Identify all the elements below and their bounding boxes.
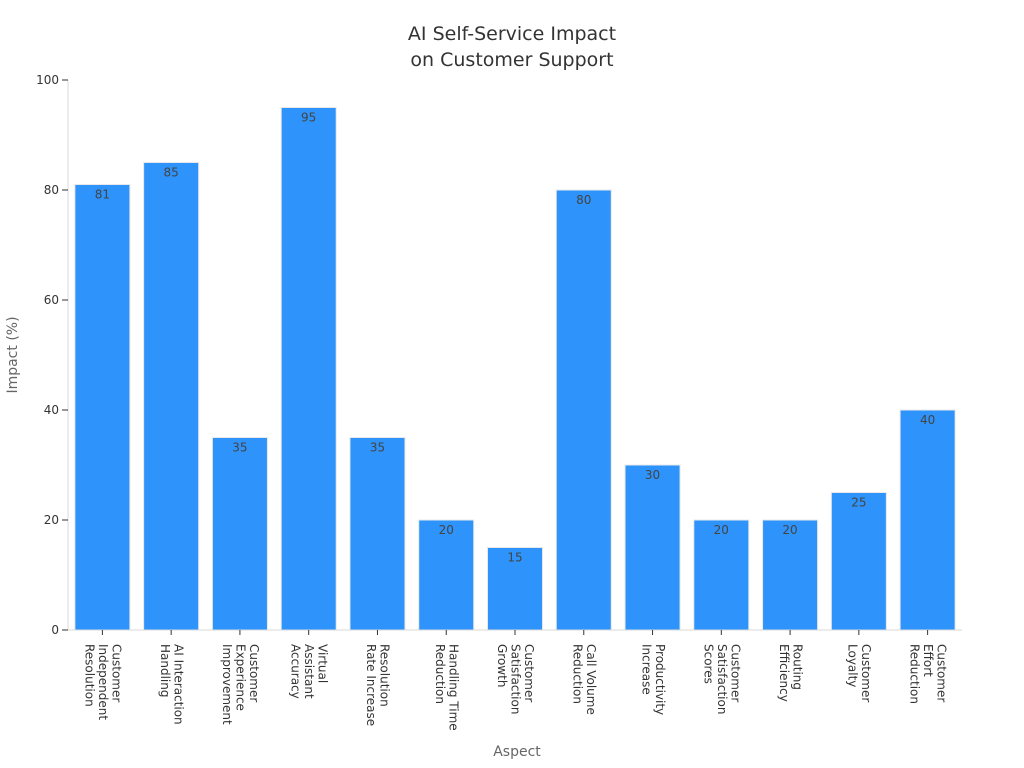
x-tick-label-line: Customer <box>247 644 261 702</box>
x-tick-label-line: Independent <box>96 644 110 720</box>
chart-title-line-1: AI Self-Service Impact <box>408 23 616 45</box>
x-tick-label-line: Reduction <box>433 644 447 704</box>
x-tick-label-line: Assistant <box>302 644 316 699</box>
bar-value-label: 30 <box>645 468 660 482</box>
bar <box>486 547 544 631</box>
x-tick-label-line: Resolution <box>82 644 96 707</box>
x-tick-label-line: Productivity <box>653 644 667 715</box>
bar <box>349 437 406 631</box>
bar <box>830 492 887 631</box>
bar <box>899 409 956 631</box>
x-tick-label-line: Handling <box>158 644 172 698</box>
bar-value-label: 20 <box>782 523 797 537</box>
x-tick-label-line: Satisfaction <box>715 644 729 714</box>
x-tick-label-line: Customer <box>522 644 536 702</box>
bar-value-label: 81 <box>95 188 110 202</box>
y-tick-label: 0 <box>51 623 59 637</box>
y-axis-title: Impact (%) <box>5 316 21 393</box>
bar-value-label: 95 <box>301 111 316 125</box>
x-tick-label-line: Customer <box>859 644 873 702</box>
x-tick-label-line: Growth <box>495 644 509 687</box>
x-axis-title: Aspect <box>493 744 541 760</box>
x-tick-label-line: Improvement <box>220 644 234 725</box>
bar <box>280 107 337 631</box>
bar <box>624 464 681 631</box>
x-tick-label-line: Efficiency <box>777 644 791 702</box>
bar-value-label: 20 <box>714 523 729 537</box>
chart-title-line-2: on Customer Support <box>410 49 613 71</box>
x-tick-label-line: Customer <box>728 644 742 702</box>
bar-value-label: 20 <box>439 523 454 537</box>
y-tick-label: 40 <box>44 403 59 417</box>
bar <box>693 519 750 631</box>
chart-title: AI Self-Service Impact on Customer Suppo… <box>408 23 616 71</box>
x-tick-label-line: Scores <box>701 644 715 684</box>
x-tick-label-line: Handling Time <box>446 644 460 731</box>
bar <box>143 162 200 631</box>
bar-value-label: 15 <box>507 551 522 565</box>
x-tick-label-line: Customer <box>109 644 123 702</box>
bar <box>211 437 268 631</box>
x-tick-label-line: Routing <box>790 644 804 690</box>
bar-value-label: 35 <box>232 441 247 455</box>
x-tick-label-line: Satisfaction <box>509 644 523 714</box>
bar-value-label: 80 <box>576 193 591 207</box>
x-tick-label-line: AI Interaction <box>171 644 185 725</box>
bar-value-label: 35 <box>370 441 385 455</box>
x-tick-label-line: Effort <box>921 644 935 677</box>
x-tick-label-line: Call Volume <box>584 644 598 715</box>
bar-value-label: 85 <box>164 166 179 180</box>
y-tick-label: 100 <box>36 73 59 87</box>
bar-value-label: 25 <box>851 496 866 510</box>
x-tick-label-line: Increase <box>639 644 653 695</box>
bar <box>762 519 819 631</box>
x-tick-label-line: Accuracy <box>289 644 303 699</box>
y-axis: 0 20 40 60 80 100 <box>36 73 69 637</box>
bar <box>74 184 131 631</box>
x-tick-label-line: Loyalty <box>846 644 860 687</box>
y-tick-label: 60 <box>44 293 59 307</box>
x-tick-label-line: Rate Increase <box>364 644 378 726</box>
bar-value-label: 40 <box>920 413 935 427</box>
y-tick-label: 20 <box>44 513 59 527</box>
x-tick-label-line: Resolution <box>378 644 392 707</box>
x-tick-label-line: Experience <box>233 644 247 711</box>
bar <box>555 189 612 631</box>
x-tick-label-line: Reduction <box>908 644 922 704</box>
x-tick-label-line: Reduction <box>571 644 585 704</box>
x-tick-label-line: Virtual <box>316 644 330 683</box>
bars: 81 85 35 95 35 20 15 80 30 20 20 25 40 <box>74 107 956 631</box>
y-tick-label: 80 <box>44 183 59 197</box>
x-tick-label-line: Customer <box>935 644 949 702</box>
